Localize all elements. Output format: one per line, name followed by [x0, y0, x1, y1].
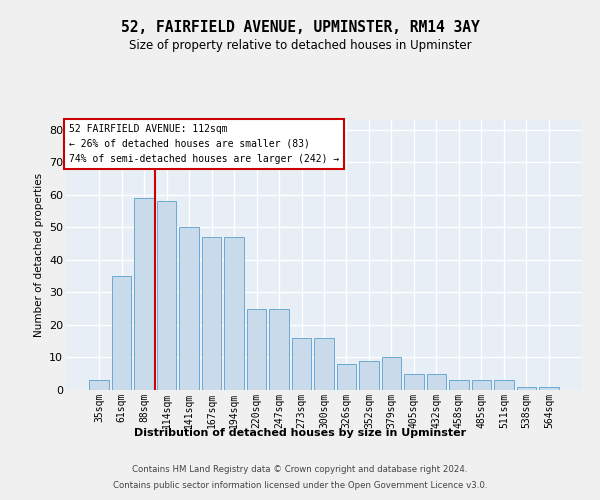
Y-axis label: Number of detached properties: Number of detached properties — [34, 173, 44, 337]
Bar — [359, 360, 379, 390]
Bar — [337, 364, 356, 390]
Bar — [517, 386, 536, 390]
Bar — [539, 386, 559, 390]
Bar — [292, 338, 311, 390]
Text: Contains HM Land Registry data © Crown copyright and database right 2024.: Contains HM Land Registry data © Crown c… — [132, 466, 468, 474]
Bar — [89, 380, 109, 390]
Bar — [314, 338, 334, 390]
Text: 52, FAIRFIELD AVENUE, UPMINSTER, RM14 3AY: 52, FAIRFIELD AVENUE, UPMINSTER, RM14 3A… — [121, 20, 479, 35]
Text: Contains public sector information licensed under the Open Government Licence v3: Contains public sector information licen… — [113, 480, 487, 490]
Bar — [427, 374, 446, 390]
Bar — [224, 237, 244, 390]
Bar — [404, 374, 424, 390]
Bar — [134, 198, 154, 390]
Text: Size of property relative to detached houses in Upminster: Size of property relative to detached ho… — [128, 40, 472, 52]
Bar — [157, 202, 176, 390]
Bar — [247, 308, 266, 390]
Bar — [269, 308, 289, 390]
Bar — [382, 358, 401, 390]
Bar — [202, 237, 221, 390]
Bar — [112, 276, 131, 390]
Text: Distribution of detached houses by size in Upminster: Distribution of detached houses by size … — [134, 428, 466, 438]
Text: 52 FAIRFIELD AVENUE: 112sqm
← 26% of detached houses are smaller (83)
74% of sem: 52 FAIRFIELD AVENUE: 112sqm ← 26% of det… — [68, 124, 339, 164]
Bar — [494, 380, 514, 390]
Bar — [179, 228, 199, 390]
Bar — [472, 380, 491, 390]
Bar — [449, 380, 469, 390]
